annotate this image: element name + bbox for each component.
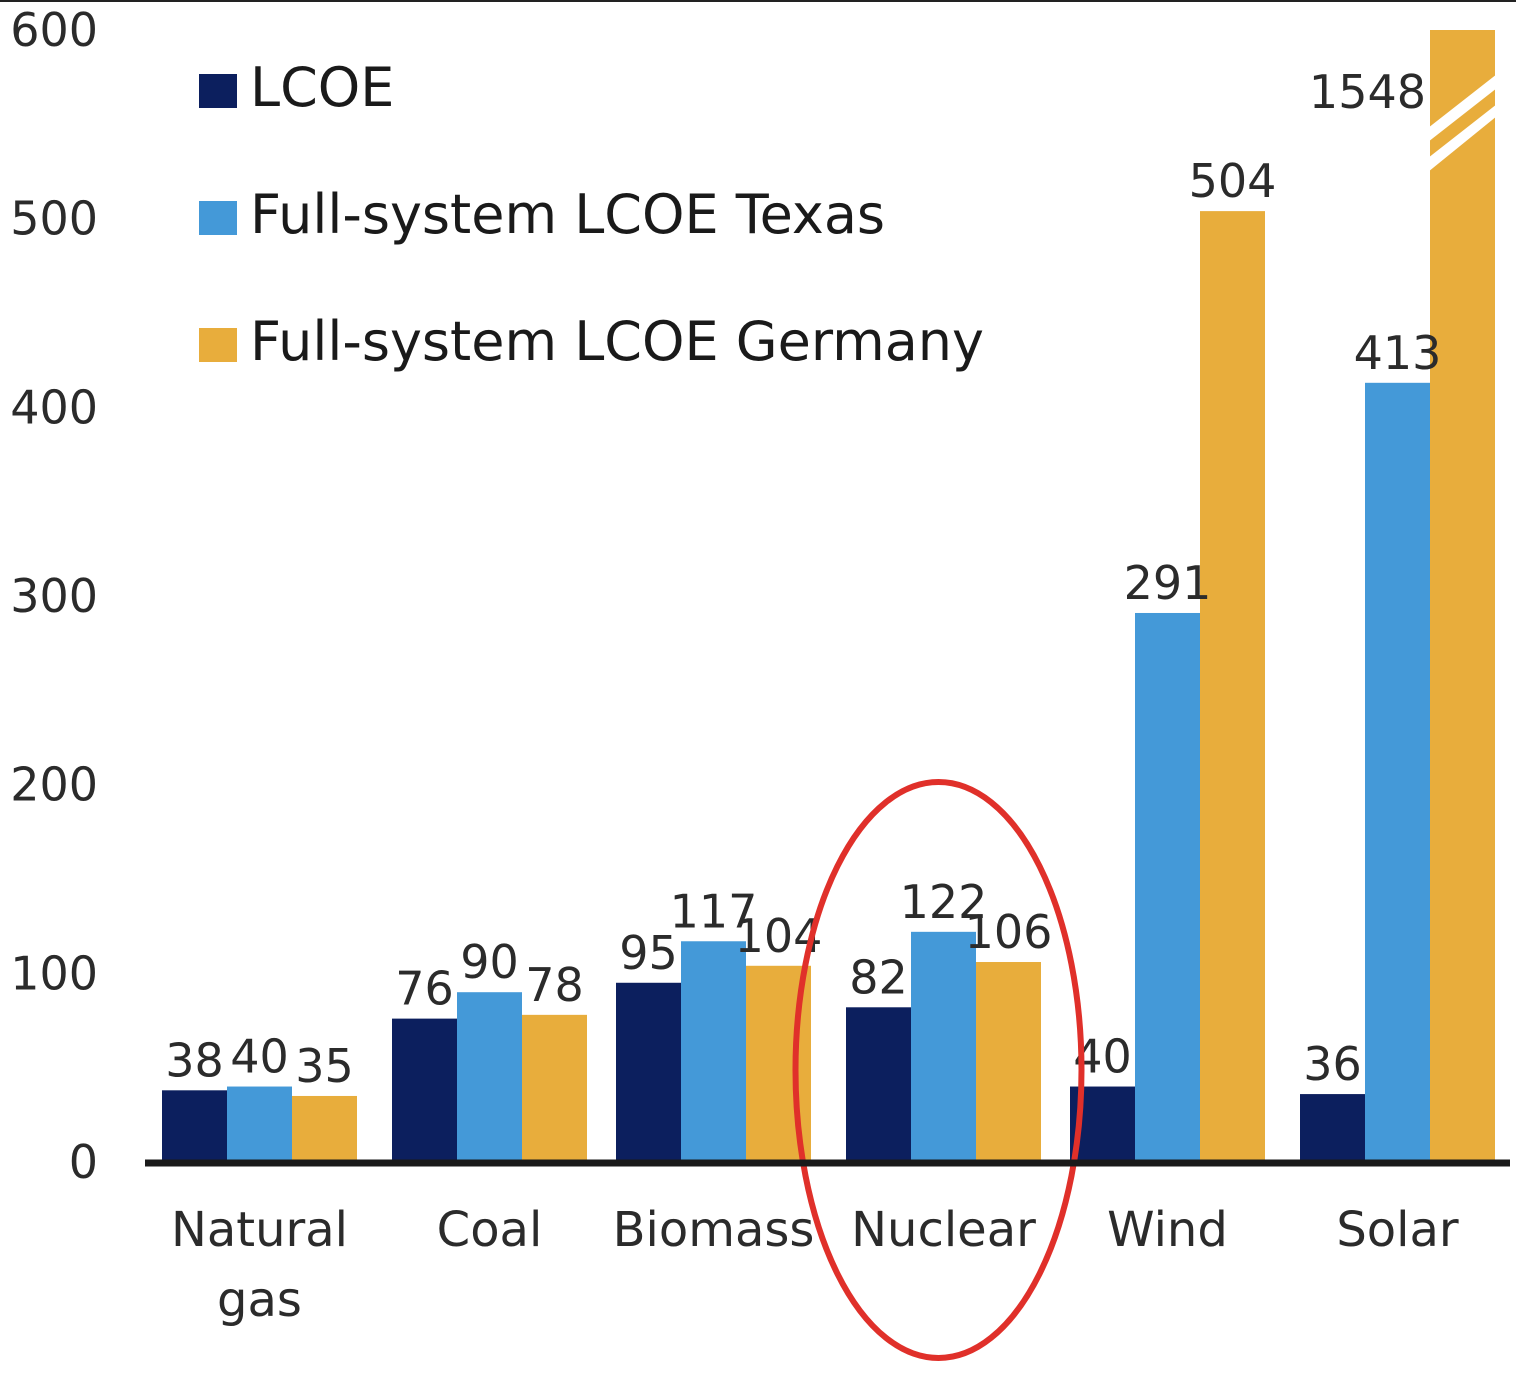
legend-swatch <box>199 74 237 108</box>
y-tick-label: 100 <box>10 946 98 1000</box>
bar-full-system-lcoe-texas <box>911 931 976 1162</box>
bar-full-system-lcoe-germany <box>522 1014 587 1162</box>
category-label: Biomass <box>613 1202 815 1258</box>
value-label: 95 <box>619 926 678 980</box>
category-label: Coal <box>437 1202 543 1258</box>
bar-full-system-lcoe-germany <box>1430 30 1495 1162</box>
value-label: 36 <box>1303 1037 1362 1091</box>
bar-full-system-lcoe-germany <box>292 1095 357 1162</box>
value-label: 90 <box>460 935 519 989</box>
bar-full-system-lcoe-texas <box>1135 612 1200 1162</box>
legend-label: Full-system LCOE Germany <box>250 310 984 373</box>
category-label: Nuclear <box>851 1202 1036 1258</box>
value-label: 76 <box>395 962 454 1016</box>
axis-break-mark <box>1428 74 1497 142</box>
value-label: 106 <box>965 905 1053 959</box>
axis-break-mark <box>1428 104 1497 172</box>
value-label: 82 <box>849 950 908 1004</box>
legend-swatch <box>199 201 237 235</box>
y-tick-label: 300 <box>10 569 98 623</box>
category-label: Natural <box>171 1202 348 1258</box>
legend-label: LCOE <box>250 56 394 119</box>
y-tick-label: 600 <box>10 3 98 57</box>
y-tick-label: 400 <box>10 380 98 434</box>
y-axis: 0 100 200 300 400 500 600 <box>10 3 98 1189</box>
category-label: Solar <box>1336 1202 1459 1258</box>
legend-label: Full-system LCOE Texas <box>250 183 885 246</box>
value-label: 40 <box>230 1030 289 1084</box>
category-label: Wind <box>1107 1202 1228 1258</box>
value-label: 122 <box>900 875 988 929</box>
value-label: 413 <box>1354 326 1442 380</box>
bar-full-system-lcoe-texas <box>681 941 746 1162</box>
bar-lcoe <box>162 1090 227 1162</box>
value-label: 35 <box>295 1039 354 1093</box>
bar-lcoe <box>616 982 681 1162</box>
value-label: 291 <box>1124 556 1212 610</box>
legend: LCOE Full-system LCOE Texas Full-system LC… <box>199 56 984 373</box>
bar-lcoe <box>846 1007 911 1162</box>
value-label: 1548 <box>1309 65 1426 119</box>
highlight-ellipse <box>792 779 1085 1361</box>
bar-full-system-lcoe-texas <box>227 1086 292 1162</box>
x-axis: Natural gas Coal Biomass Nuclear Wind Solar <box>171 1202 1459 1328</box>
value-label: 117 <box>670 884 758 938</box>
y-tick-label: 500 <box>10 192 98 246</box>
bar-full-system-lcoe-texas <box>1365 382 1430 1163</box>
y-tick-label: 200 <box>10 758 98 812</box>
bar-full-system-lcoe-texas <box>457 992 522 1162</box>
bar-lcoe <box>1300 1094 1365 1162</box>
bar-full-system-lcoe-germany <box>976 962 1041 1162</box>
bars <box>162 30 1497 1163</box>
category-label: gas <box>217 1272 302 1328</box>
bar-lcoe <box>392 1018 457 1162</box>
legend-swatch <box>199 328 237 362</box>
bar-full-system-lcoe-germany <box>1200 211 1265 1162</box>
y-tick-label: 0 <box>69 1135 98 1189</box>
value-label: 38 <box>165 1033 224 1087</box>
highlight-ring <box>792 779 1085 1361</box>
value-label: 504 <box>1189 154 1277 208</box>
value-label: 78 <box>525 958 584 1012</box>
